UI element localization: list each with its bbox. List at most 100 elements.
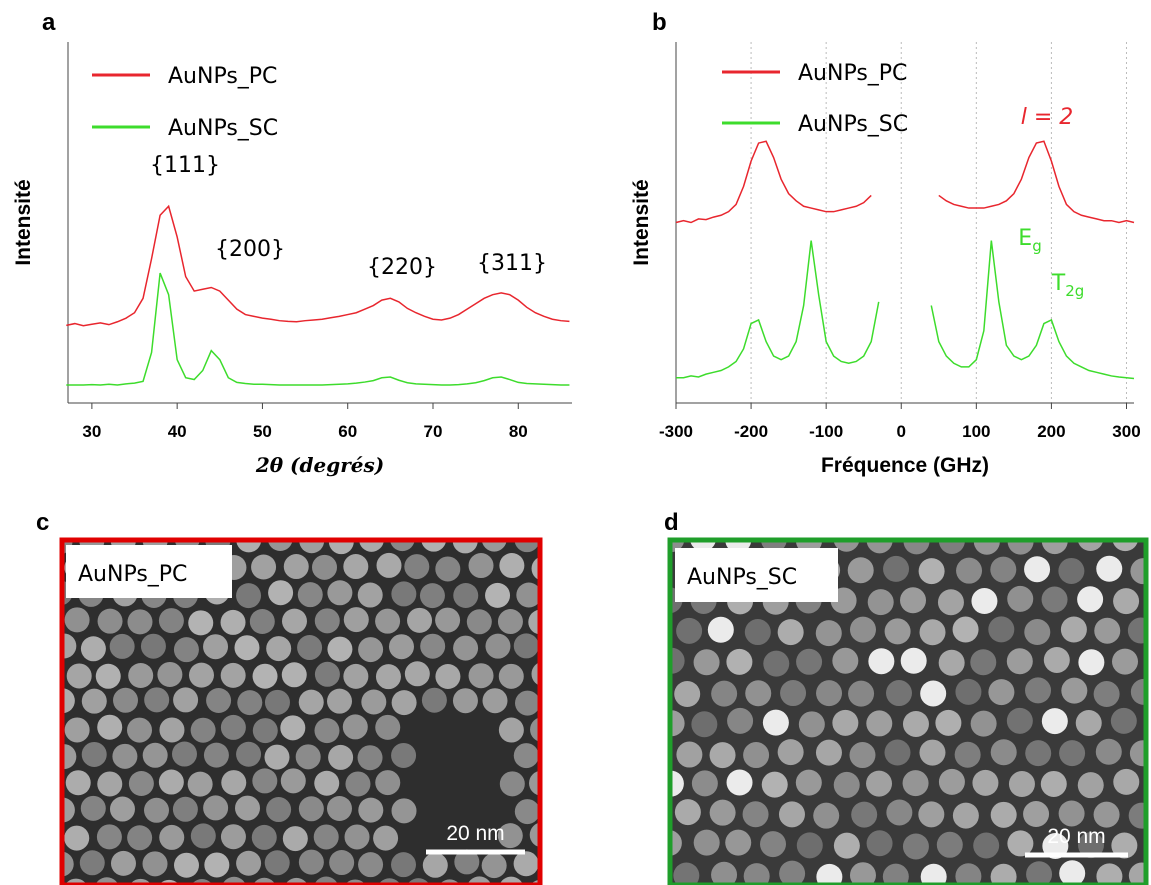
nanoparticle [188, 610, 214, 636]
nanoparticle [1040, 770, 1067, 797]
annotation-text: {220} [367, 255, 437, 280]
nanoparticle [918, 801, 945, 828]
nanoparticle [1078, 649, 1105, 676]
nanoparticle [547, 795, 572, 820]
nanoparticle [1094, 617, 1121, 644]
nanoparticle [172, 796, 198, 822]
nanoparticle [64, 717, 90, 743]
nanoparticle [1023, 801, 1050, 828]
nanoparticle [936, 831, 963, 858]
nanoparticle [252, 663, 278, 689]
nanoparticle [282, 826, 308, 852]
nanoparticle [691, 770, 718, 797]
nanoparticle [919, 619, 946, 646]
nanoparticle [375, 608, 401, 634]
nanoparticle [1112, 540, 1139, 552]
nanoparticle [497, 823, 523, 849]
nanoparticle [188, 662, 214, 688]
nanoparticle [884, 618, 911, 645]
nanoparticle [358, 797, 384, 823]
image-border [667, 537, 1149, 885]
nanoparticle [674, 680, 701, 707]
nanoparticle [547, 526, 572, 551]
nanoparticle [988, 679, 1015, 706]
nanoparticle [1006, 707, 1033, 734]
nanoparticle [283, 554, 309, 580]
nanoparticle [900, 587, 927, 614]
nanoparticle [481, 540, 507, 552]
nanoparticle [327, 688, 353, 714]
nanoparticle [1043, 646, 1070, 673]
nanoparticle [956, 557, 983, 584]
nanoparticle [110, 850, 136, 876]
nanoparticle [314, 718, 340, 744]
x-axis-label: Fréquence (GHz) [821, 454, 989, 477]
nanoparticle [252, 718, 278, 744]
nanoparticle [187, 771, 213, 797]
nanoparticle [745, 680, 772, 707]
nanoparticle [711, 861, 738, 885]
nanoparticle [497, 609, 523, 635]
nanoparticle [298, 796, 324, 822]
nanoparticle [314, 608, 340, 634]
nanoparticle [902, 833, 929, 860]
nanoparticle [670, 830, 682, 856]
nanoparticle [468, 663, 494, 689]
nanoparticle [955, 678, 982, 705]
nanoparticle [266, 797, 292, 823]
nanoparticle [357, 745, 383, 771]
x-tick-label: 50 [253, 422, 272, 441]
nanoparticle [777, 619, 804, 646]
nanoparticle [1130, 558, 1146, 585]
nanoparticle [203, 795, 229, 821]
nanoparticle [742, 801, 769, 828]
nanoparticle [1127, 617, 1146, 644]
nanoparticle [297, 635, 323, 661]
nanoparticle [849, 862, 876, 885]
x-axis-label: 2θ (degrés) [255, 453, 384, 477]
nanoparticle [173, 687, 199, 713]
nanoparticle [390, 852, 416, 878]
nanoparticle [778, 801, 805, 828]
nanoparticle [516, 582, 540, 608]
nanoparticle [407, 607, 433, 633]
nanoparticle [545, 745, 570, 770]
data-line [676, 240, 1135, 380]
nanoparticle [327, 636, 353, 662]
nanoparticle [726, 769, 753, 796]
nanoparticle [563, 879, 588, 885]
nanoparticle [795, 769, 822, 796]
nanoparticle [142, 742, 168, 768]
nanoparticle [421, 687, 447, 713]
nanoparticle [531, 662, 540, 686]
nanoparticle [868, 648, 895, 675]
nanoparticle [97, 771, 123, 797]
nanoparticle [725, 829, 752, 856]
nanoparticle [1058, 557, 1085, 584]
nanoparticle [344, 824, 370, 850]
nanoparticle [707, 616, 734, 643]
nanoparticle [404, 661, 430, 687]
nanoparticle [499, 553, 525, 579]
data-line [66, 272, 570, 386]
nanoparticle [1128, 862, 1146, 885]
nanoparticle [884, 739, 911, 766]
nanoparticle [112, 743, 138, 769]
nanoparticle [203, 742, 229, 768]
nanoparticle [883, 555, 910, 582]
nanoparticle [1110, 707, 1137, 734]
nanoparticle [62, 688, 75, 714]
nanoparticle [777, 739, 804, 766]
nanoparticle [158, 769, 184, 795]
x-tick-label: 0 [897, 422, 906, 441]
micrograph [62, 526, 588, 885]
nanoparticle [127, 717, 153, 743]
nanoparticle [882, 863, 909, 885]
nanoparticle [422, 852, 448, 878]
nanoparticle [280, 715, 306, 741]
nanoparticle [1041, 540, 1068, 555]
nanoparticle [358, 637, 384, 663]
x-tick-label: -300 [659, 422, 693, 441]
annotation: {220} [367, 255, 437, 280]
y-axis-label: Intensité [630, 179, 653, 265]
